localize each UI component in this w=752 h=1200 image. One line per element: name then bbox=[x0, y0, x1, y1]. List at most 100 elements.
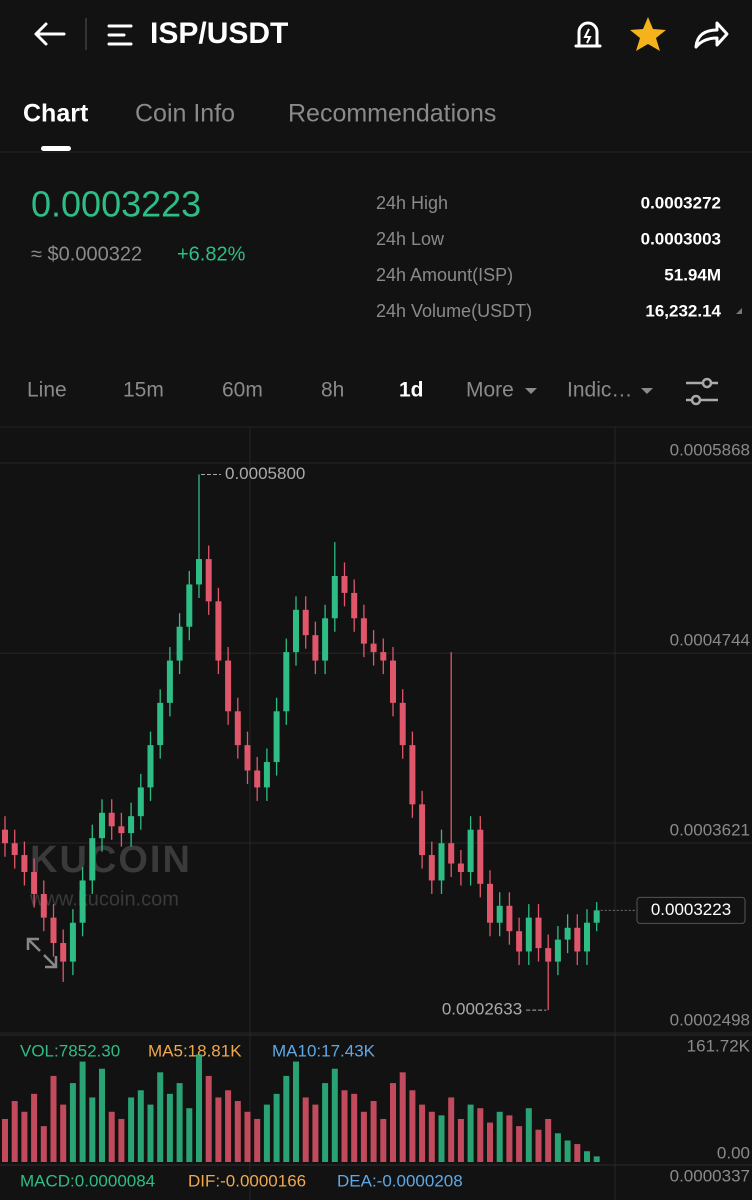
tab[interactable]: Chart bbox=[23, 100, 89, 128]
candle-body bbox=[390, 660, 396, 703]
timeframe[interactable]: 60m bbox=[222, 379, 263, 402]
tab[interactable]: Coin Info bbox=[135, 100, 235, 128]
volume-bar bbox=[370, 1101, 377, 1162]
timeframe[interactable]: Indic… bbox=[567, 379, 632, 402]
share-button[interactable] bbox=[694, 21, 729, 49]
timeframe[interactable]: 1d bbox=[399, 379, 424, 402]
candle-body bbox=[244, 745, 251, 771]
candle-body bbox=[535, 917, 542, 949]
candle-body bbox=[584, 922, 590, 952]
macd-legend: DIF:-0.0000166 bbox=[188, 1171, 306, 1190]
alert-button[interactable] bbox=[574, 21, 602, 48]
candle-body bbox=[50, 917, 57, 944]
volume-bar bbox=[302, 1097, 309, 1162]
candle-body bbox=[380, 652, 387, 661]
candle-body bbox=[263, 762, 270, 788]
volume-bar bbox=[69, 1083, 76, 1162]
candle-body bbox=[554, 939, 561, 962]
volume-bar bbox=[477, 1108, 484, 1162]
candle-body bbox=[448, 843, 455, 864]
candle-body bbox=[331, 575, 338, 619]
timeframe[interactable]: 15m bbox=[123, 379, 164, 402]
dropdown-arrow bbox=[641, 388, 653, 394]
volume-bar bbox=[467, 1104, 474, 1162]
volume-bar bbox=[205, 1075, 212, 1162]
dropdown-arrow bbox=[525, 388, 537, 394]
back-button[interactable] bbox=[34, 22, 66, 46]
stat-value: 16,232.14 bbox=[645, 301, 721, 320]
settings-button[interactable] bbox=[686, 377, 718, 406]
candle-body bbox=[166, 660, 173, 703]
candle-body bbox=[234, 711, 241, 746]
macd-legend: DEA:-0.0000208 bbox=[337, 1171, 463, 1190]
candle-body bbox=[21, 855, 28, 872]
candle-body bbox=[273, 711, 280, 763]
candle-body bbox=[360, 618, 367, 644]
volume-bar bbox=[21, 1111, 28, 1162]
stat-label: 24h High bbox=[376, 193, 448, 213]
volume-bar bbox=[31, 1093, 38, 1162]
candle-body bbox=[108, 812, 115, 827]
volume-bar bbox=[574, 1144, 581, 1162]
menu-button[interactable] bbox=[107, 24, 133, 46]
volume-bar bbox=[419, 1104, 426, 1162]
stat-label: 24h Volume(USDT) bbox=[376, 301, 532, 321]
timeframe[interactable]: More bbox=[466, 379, 514, 402]
volume-bar bbox=[360, 1111, 367, 1162]
candle-body bbox=[157, 702, 164, 746]
fullscreen-button[interactable] bbox=[26, 937, 58, 969]
volume-bar bbox=[322, 1083, 329, 1162]
volume-bar bbox=[254, 1118, 261, 1162]
volume-bar bbox=[108, 1111, 115, 1162]
volume-bar bbox=[545, 1118, 552, 1162]
candle-body bbox=[467, 829, 474, 872]
candle-body bbox=[496, 905, 503, 923]
candle-body bbox=[99, 812, 105, 839]
candle-body bbox=[40, 893, 47, 918]
y-tick-label: 0.0002498 bbox=[670, 1010, 750, 1029]
y-tick-label: 0.0003621 bbox=[670, 821, 750, 840]
volume-bar bbox=[118, 1118, 125, 1162]
candle-body bbox=[399, 702, 406, 746]
volume-bar bbox=[593, 1156, 600, 1162]
timeframe[interactable]: 8h bbox=[321, 379, 344, 402]
volume-bar bbox=[554, 1133, 561, 1162]
volume-bar bbox=[448, 1097, 455, 1162]
candle-body bbox=[370, 643, 377, 653]
volume-bar bbox=[234, 1101, 241, 1162]
volume-bar bbox=[11, 1101, 18, 1162]
volume-bar bbox=[157, 1072, 164, 1162]
volume-bar bbox=[147, 1104, 154, 1162]
stat-value: 0.0003003 bbox=[641, 229, 721, 248]
volume-bar bbox=[60, 1104, 67, 1162]
candle-body bbox=[341, 575, 348, 593]
candle-body bbox=[593, 910, 600, 923]
candle-body bbox=[312, 635, 319, 661]
volume-bar bbox=[584, 1151, 590, 1162]
volume-bar bbox=[137, 1090, 144, 1162]
volume-bar bbox=[457, 1118, 464, 1162]
favorite-button[interactable] bbox=[630, 17, 666, 51]
candle-body bbox=[545, 948, 552, 962]
volume-bar bbox=[89, 1097, 96, 1162]
candle-body bbox=[128, 816, 135, 834]
tab[interactable]: Recommendations bbox=[288, 100, 496, 128]
volume-bar bbox=[263, 1104, 270, 1162]
volume-bar bbox=[50, 1075, 57, 1162]
candle-body bbox=[147, 745, 154, 788]
volume-bar bbox=[535, 1129, 542, 1162]
candle-body bbox=[137, 787, 144, 817]
candle-body bbox=[11, 843, 18, 856]
last-price-box bbox=[636, 896, 746, 924]
volume-bar bbox=[283, 1075, 290, 1162]
candle-body bbox=[477, 829, 484, 884]
timeframe[interactable]: Line bbox=[27, 379, 67, 402]
macd-axis-label: 0.0000337 bbox=[670, 1166, 750, 1185]
candle-body bbox=[351, 592, 358, 619]
candle-body bbox=[79, 880, 86, 923]
candle-body bbox=[322, 618, 329, 661]
volume-bar bbox=[186, 1108, 193, 1162]
candle-body bbox=[186, 584, 193, 627]
plot: 0.0005868 0.0004744 0.0003621 0.0002498 0.00… bbox=[0, 440, 752, 1190]
